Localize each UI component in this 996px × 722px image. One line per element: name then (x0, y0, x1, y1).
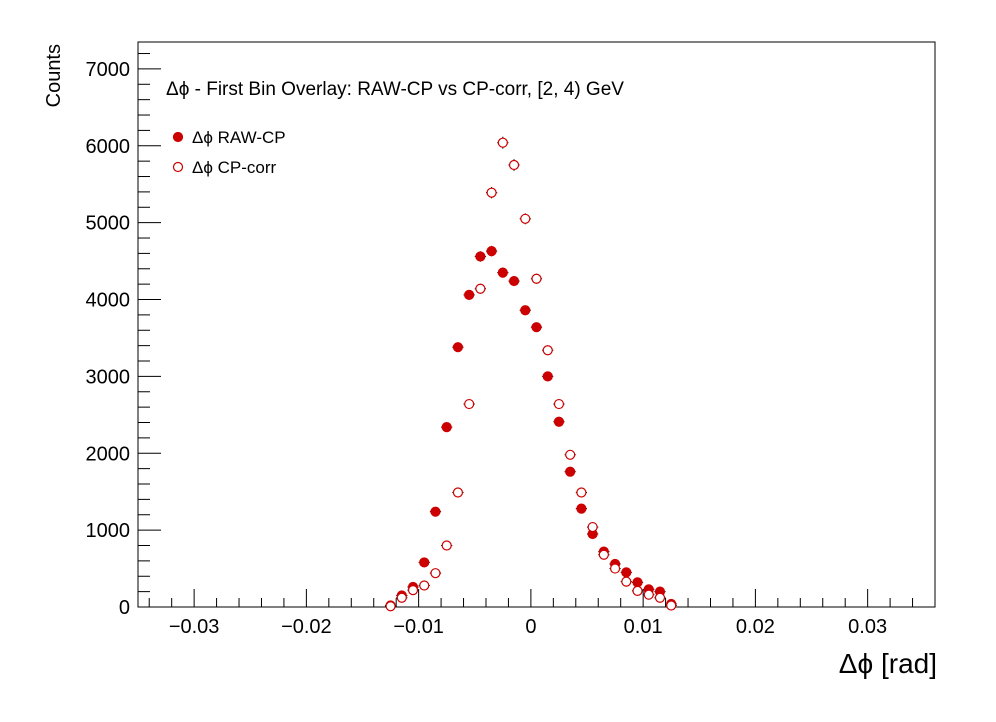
data-point (542, 371, 553, 382)
y-axis-ticks (138, 53, 161, 608)
data-point (464, 289, 475, 301)
data-point (632, 585, 643, 596)
data-point (497, 137, 508, 148)
data-point (475, 283, 486, 294)
y-tick-label: 2000 (86, 443, 131, 465)
data-point (576, 503, 587, 514)
data-point (666, 600, 677, 611)
y-axis-tick-labels: 0 1000 2000 3000 4000 5000 6000 7000 (86, 59, 131, 619)
data-point (419, 580, 430, 591)
x-axis-ticks (148, 589, 936, 607)
x-tick-label: 0.03 (848, 616, 887, 638)
x-tick-label: −0.01 (393, 616, 444, 638)
data-point (486, 187, 497, 198)
legend-marker-cp-corr (172, 161, 184, 173)
data-point (430, 568, 441, 579)
data-point (643, 589, 654, 600)
data-point (407, 584, 419, 596)
x-tick-label: 0 (525, 616, 536, 638)
legend-marker-raw-cp (172, 131, 184, 143)
y-tick-label: 3000 (86, 366, 131, 388)
y-tick-label: 4000 (86, 290, 131, 312)
y-tick-label: 5000 (86, 213, 131, 235)
data-point (598, 549, 609, 560)
data-point (475, 251, 486, 262)
data-point (520, 305, 531, 316)
data-point (621, 567, 632, 578)
x-tick-label: −0.03 (169, 616, 220, 638)
data-point (452, 487, 464, 498)
y-tick-label: 7000 (86, 59, 131, 81)
data-point (486, 245, 497, 257)
data-point (654, 592, 666, 603)
y-tick-label: 1000 (86, 520, 131, 542)
data-point (576, 487, 587, 498)
data-point (553, 416, 565, 427)
data-point (632, 577, 643, 588)
y-tick-label: 0 (119, 597, 130, 619)
data-point (497, 267, 508, 278)
y-tick-label: 6000 (86, 136, 131, 158)
data-point (452, 342, 464, 353)
plot-frame (137, 41, 936, 608)
x-tick-label: 0.02 (736, 616, 775, 638)
data-point (520, 213, 531, 224)
data-point (542, 345, 553, 356)
series-cp-corr (384, 136, 677, 612)
data-point (419, 557, 430, 568)
data-point (441, 422, 452, 433)
data-point (565, 449, 576, 460)
data-point (508, 275, 520, 287)
data-point (587, 521, 598, 533)
x-axis-tick-labels: −0.03 −0.02 −0.01 0 0.01 0.02 0.03 (169, 616, 887, 638)
data-point (531, 322, 542, 333)
data-point (531, 273, 542, 284)
x-tick-label: −0.02 (281, 616, 332, 638)
data-point (553, 398, 565, 410)
legend-label-raw-cp: Δϕ RAW-CP (192, 128, 286, 147)
data-point (385, 601, 396, 612)
chart-title: Δϕ - First Bin Overlay: RAW-CP vs CP-cor… (166, 79, 624, 100)
data-point (621, 576, 632, 587)
data-point (464, 398, 475, 410)
x-tick-label: 0.01 (624, 616, 663, 638)
data-point (609, 563, 621, 574)
legend: Δϕ RAW-CP Δϕ CP-corr (172, 128, 286, 177)
legend-label-cp-corr: Δϕ CP-corr (192, 158, 276, 177)
data-point (508, 159, 520, 171)
data-point (430, 506, 441, 517)
y-axis-label: Counts (43, 44, 65, 107)
data-series (384, 136, 677, 612)
data-point (565, 466, 576, 477)
x-axis-label: Δϕ [rad] (839, 648, 937, 679)
series-raw-cp (384, 245, 677, 611)
data-point (396, 592, 407, 603)
data-point (441, 540, 452, 551)
